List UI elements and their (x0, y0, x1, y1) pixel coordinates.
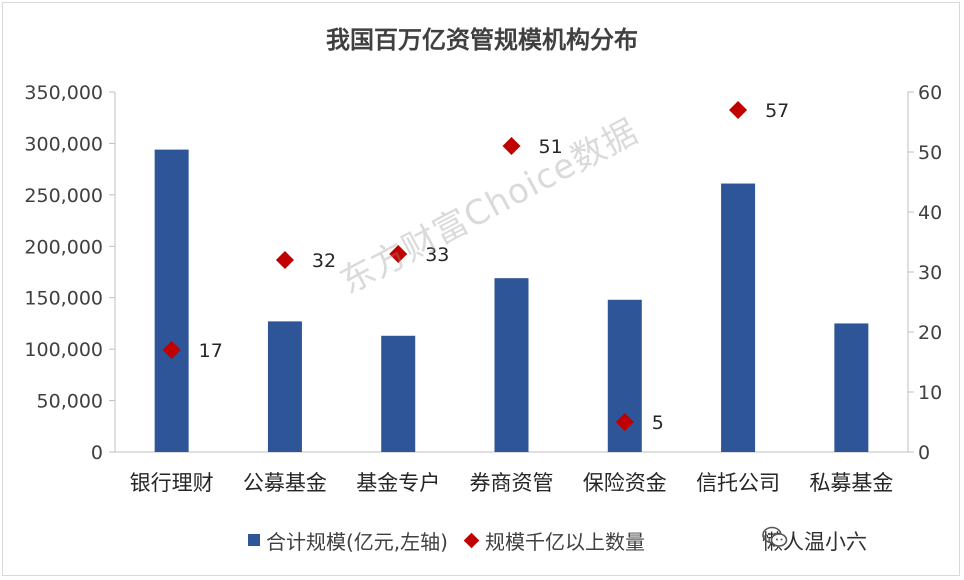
right-tick-label: 50 (918, 142, 942, 164)
left-tick-label: 0 (91, 442, 103, 464)
right-tick-label: 60 (918, 82, 942, 104)
data-point-diamond (162, 341, 181, 359)
category-label: 私募基金 (809, 471, 893, 495)
bar (154, 149, 189, 452)
bar (381, 335, 416, 452)
left-tick-label: 150,000 (24, 288, 103, 310)
data-point-diamond (615, 413, 634, 431)
left-tick-label: 200,000 (24, 236, 103, 258)
data-label: 32 (312, 250, 336, 272)
category-label: 基金专户 (356, 471, 440, 495)
data-label: 33 (425, 244, 449, 266)
data-point-diamond (502, 137, 521, 155)
left-tick-label: 350,000 (24, 82, 103, 104)
legend-item-marker: 规模千亿以上数量 (463, 526, 645, 555)
left-tick-label: 100,000 (24, 339, 103, 361)
data-point-diamond (729, 101, 748, 119)
legend-bar-label: 合计规模(亿元,左轴) (266, 529, 448, 554)
category-label: 券商资管 (470, 471, 554, 495)
data-label: 51 (539, 136, 563, 158)
data-point-diamond (275, 251, 294, 269)
legend-item-bar: 合计规模(亿元,左轴) (248, 526, 448, 555)
category-label: 银行理财 (130, 471, 214, 495)
right-tick-label: 30 (918, 262, 942, 284)
right-tick-label: 0 (918, 442, 930, 464)
legend-marker-label: 规模千亿以上数量 (484, 529, 645, 554)
category-label: 保险资金 (583, 471, 667, 495)
bar (834, 323, 869, 452)
left-tick-label: 250,000 (24, 185, 103, 207)
bar (721, 183, 756, 453)
legend-diamond-swatch (463, 532, 480, 548)
chart-title: 我国百万亿资管规模机构分布 (326, 26, 638, 54)
data-label: 5 (652, 412, 664, 434)
wechat-icon (762, 526, 788, 547)
data-label: 17 (199, 340, 223, 362)
bar (494, 278, 529, 452)
bar (267, 321, 302, 452)
right-tick-label: 20 (918, 322, 942, 344)
brand: 懒人温小六 (762, 526, 867, 556)
legend-bar-swatch (248, 534, 260, 546)
left-tick-label: 300,000 (24, 133, 103, 155)
category-label: 信托公司 (696, 471, 780, 495)
data-point-diamond (389, 245, 408, 263)
data-label: 57 (765, 100, 789, 122)
right-tick-label: 40 (918, 202, 942, 224)
right-tick-label: 10 (918, 382, 942, 404)
legend: 合计规模(亿元,左轴) 规模千亿以上数量 (248, 525, 661, 555)
category-label: 公募基金 (243, 471, 327, 495)
left-tick-label: 50,000 (37, 391, 103, 413)
